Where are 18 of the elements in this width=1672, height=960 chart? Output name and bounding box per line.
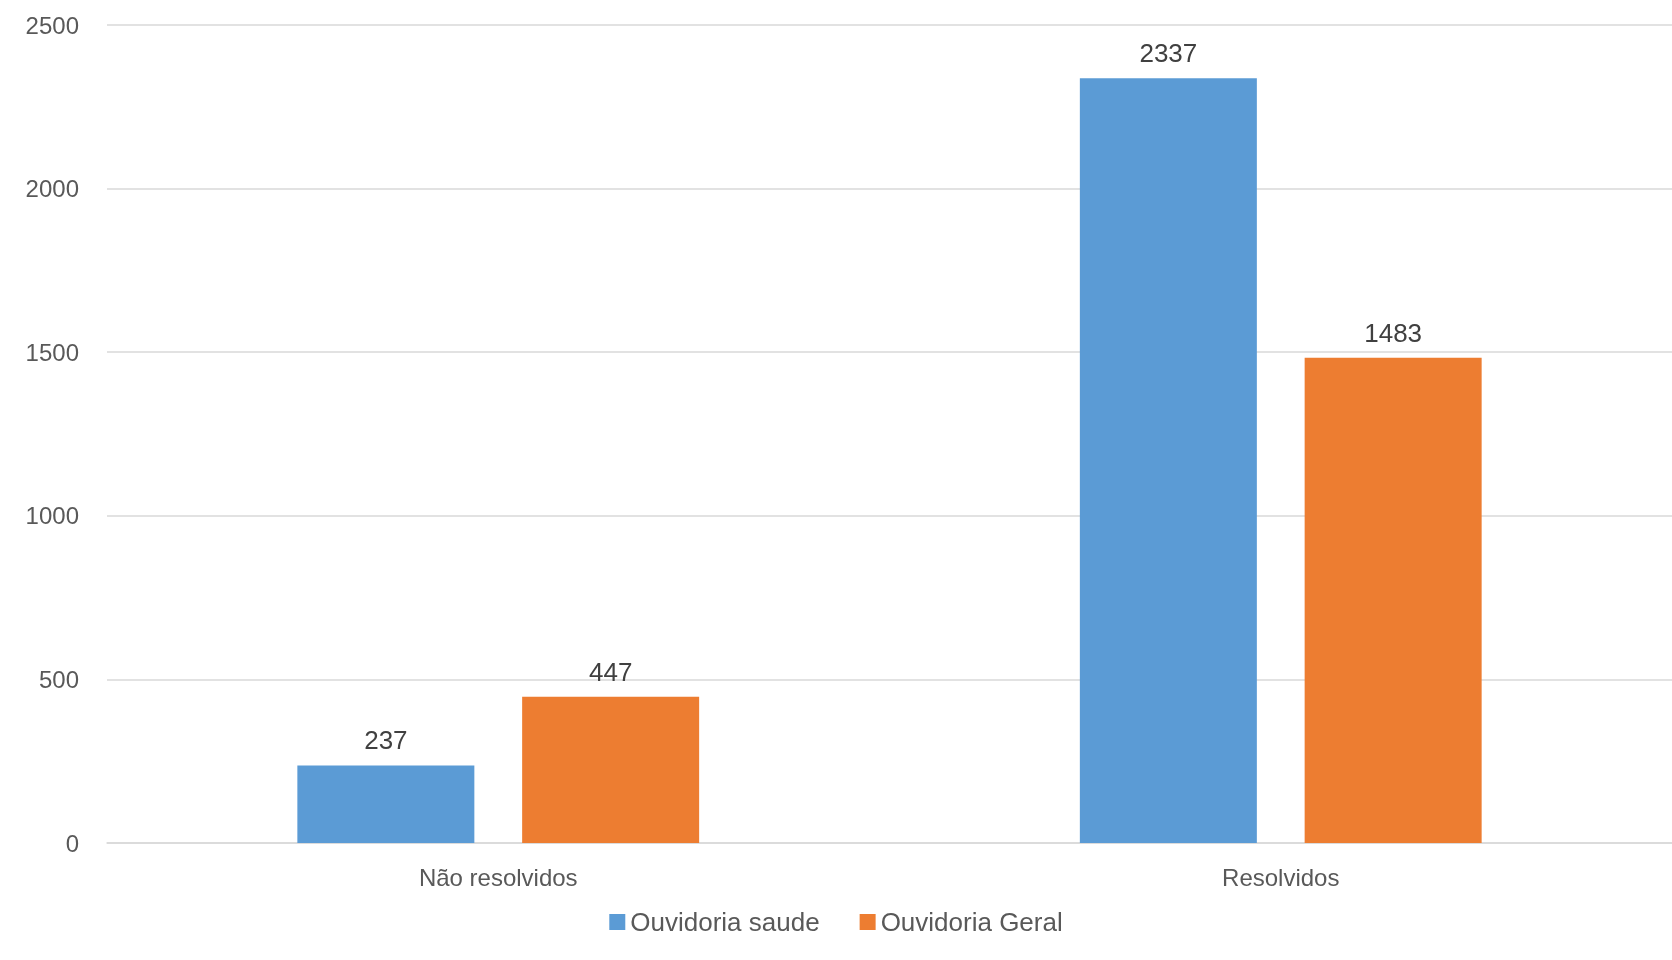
- bar: [522, 696, 700, 843]
- x-tick-label: Resolvidos: [1222, 863, 1340, 891]
- y-tick-label: 0: [65, 829, 79, 857]
- data-label: 1483: [1364, 317, 1423, 348]
- y-tick-label: 2500: [25, 11, 79, 39]
- y-tick-label: 1000: [25, 502, 79, 530]
- data-label: 447: [588, 656, 633, 687]
- y-tick-label: 2000: [25, 175, 79, 203]
- legend-label: Ouvidoria Geral: [880, 907, 1063, 937]
- bar: [1304, 357, 1482, 843]
- bar: [297, 765, 475, 843]
- data-label: 2337: [1139, 38, 1198, 69]
- y-tick-label: 1500: [25, 338, 79, 366]
- x-tick-label: Não resolvidos: [418, 863, 578, 891]
- y-tick-label: 500: [38, 665, 79, 693]
- data-label: 237: [364, 725, 408, 756]
- bar: [1079, 78, 1257, 843]
- legend-label: Ouvidoria saude: [630, 907, 820, 937]
